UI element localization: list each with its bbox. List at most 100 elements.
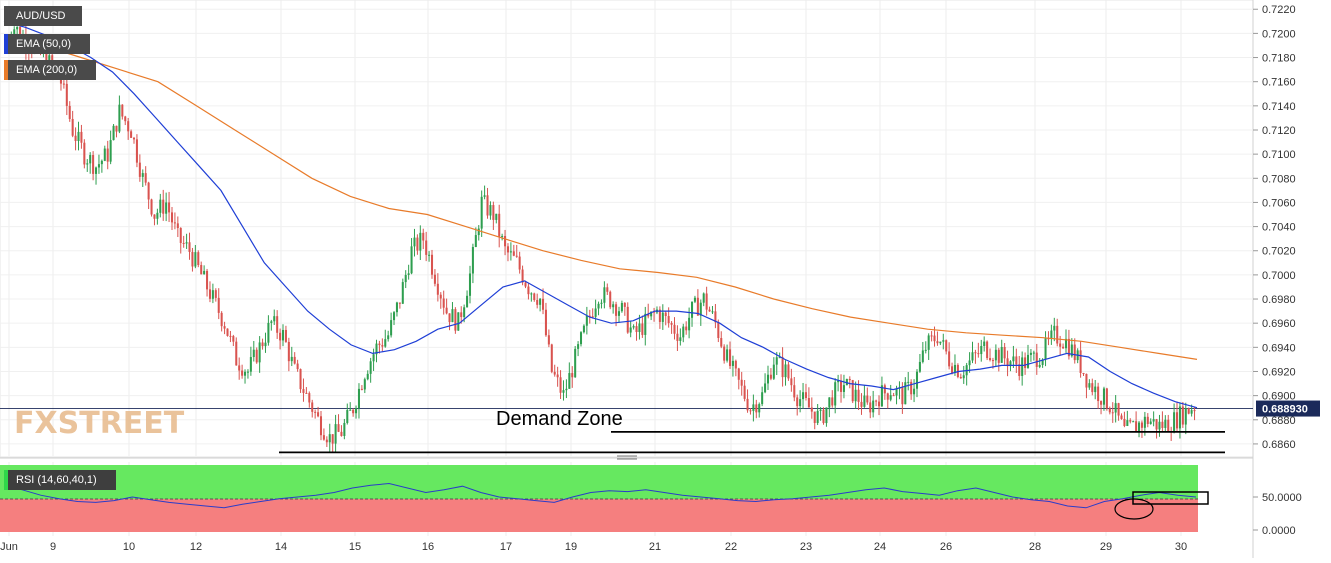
candle-body: [1178, 406, 1181, 429]
y-tick-label: 0.7100: [1262, 149, 1296, 161]
candle-body: [296, 363, 299, 370]
candle-body: [761, 392, 764, 405]
candle-body: [857, 389, 860, 402]
candle-body: [238, 365, 241, 371]
candle-body: [1018, 364, 1021, 376]
candle-body: [401, 282, 404, 304]
candle-body: [281, 329, 285, 341]
y-tick-label: 0.7080: [1262, 173, 1296, 185]
candle-body: [1100, 401, 1103, 405]
candle-body: [1015, 356, 1018, 365]
candle-body: [328, 434, 331, 443]
candle-body: [638, 323, 641, 333]
y-tick-label: 0.6980: [1262, 294, 1296, 306]
candle-body: [279, 332, 282, 341]
y-tick-label: 0.7000: [1262, 270, 1296, 282]
candle-body: [1146, 416, 1149, 424]
candle-body: [915, 371, 919, 389]
candle-body: [755, 404, 758, 413]
candle-body: [924, 349, 927, 351]
candle-body: [258, 342, 261, 363]
candle-body: [731, 360, 734, 366]
candle-body: [1059, 343, 1062, 347]
candle-body: [492, 205, 495, 220]
candle-body: [416, 237, 419, 251]
candle-body: [241, 370, 244, 376]
candle-body: [1082, 372, 1085, 374]
candle-body: [983, 341, 986, 346]
rsi-lower-zone: [0, 499, 1198, 532]
candle-body: [875, 400, 878, 402]
candle-body: [793, 385, 796, 398]
candle-body: [340, 431, 343, 436]
candle-body: [217, 297, 220, 313]
candle-body: [658, 309, 661, 322]
candle-body: [559, 377, 562, 393]
candle-body: [369, 361, 372, 374]
candle-body: [1053, 325, 1056, 331]
candle-body: [159, 199, 162, 213]
rsi-line: [3, 482, 1197, 509]
candle-body: [220, 312, 223, 327]
y-tick-label: 0.7060: [1262, 197, 1296, 209]
candle-body: [717, 322, 720, 339]
candle-body: [1164, 419, 1167, 428]
candle-body: [723, 346, 726, 361]
candle-body: [226, 328, 229, 336]
candle-body: [673, 324, 676, 334]
candle-body: [968, 360, 971, 366]
y-tick-label: 0.6940: [1262, 342, 1296, 354]
candle-body: [498, 213, 501, 237]
candle-body: [956, 364, 959, 377]
candle-body: [486, 195, 489, 216]
x-tick-label: 21: [649, 541, 661, 553]
candle-body: [71, 118, 74, 136]
instrument-legend[interactable]: AUD/USD: [4, 6, 82, 26]
candle-body: [454, 309, 457, 331]
candle-body: [632, 326, 635, 328]
ema200-legend[interactable]: EMA (200,0): [4, 60, 96, 80]
ema50-legend[interactable]: EMA (50,0): [4, 34, 90, 54]
candle-body: [451, 309, 454, 323]
candle-body: [115, 125, 118, 132]
candle-body: [764, 383, 767, 393]
candle-body: [688, 317, 691, 331]
candle-body: [170, 212, 174, 223]
candle-body: [1000, 346, 1003, 363]
candle-body: [504, 236, 507, 247]
candle-body: [994, 349, 997, 361]
candle-body: [977, 353, 980, 355]
candle-body: [430, 254, 434, 275]
candle-body: [270, 321, 273, 323]
candle-body: [837, 380, 840, 383]
candle-body: [393, 312, 396, 321]
candle-body: [419, 232, 422, 251]
candle-body: [1138, 422, 1141, 432]
y-tick-label: 0.6900: [1262, 391, 1296, 403]
rsi-legend[interactable]: RSI (14,60,40,1): [4, 470, 116, 490]
candle-body: [831, 397, 834, 406]
candle-body: [319, 416, 323, 436]
candle-body: [448, 313, 451, 323]
candle-body: [769, 374, 772, 379]
candle-body: [653, 311, 656, 313]
candle-body: [685, 326, 688, 331]
x-tick-label: 16: [422, 541, 434, 553]
candle-body: [542, 298, 545, 310]
x-tick-label: 17: [500, 541, 512, 553]
candle-body: [509, 251, 512, 253]
candle-body: [1062, 346, 1065, 349]
candle-body: [305, 392, 308, 394]
candle-body: [471, 247, 474, 274]
candle-body: [822, 409, 825, 424]
candle-body: [579, 332, 583, 345]
x-tick-label: 24: [874, 541, 886, 553]
candle-body: [521, 269, 524, 283]
candle-body: [1152, 419, 1155, 422]
price-plot-area: [0, 0, 1254, 458]
candle-body: [726, 349, 729, 361]
watermark-logo: FXSTREET: [14, 406, 185, 441]
candle-body: [930, 335, 933, 337]
candle-body: [945, 340, 948, 352]
